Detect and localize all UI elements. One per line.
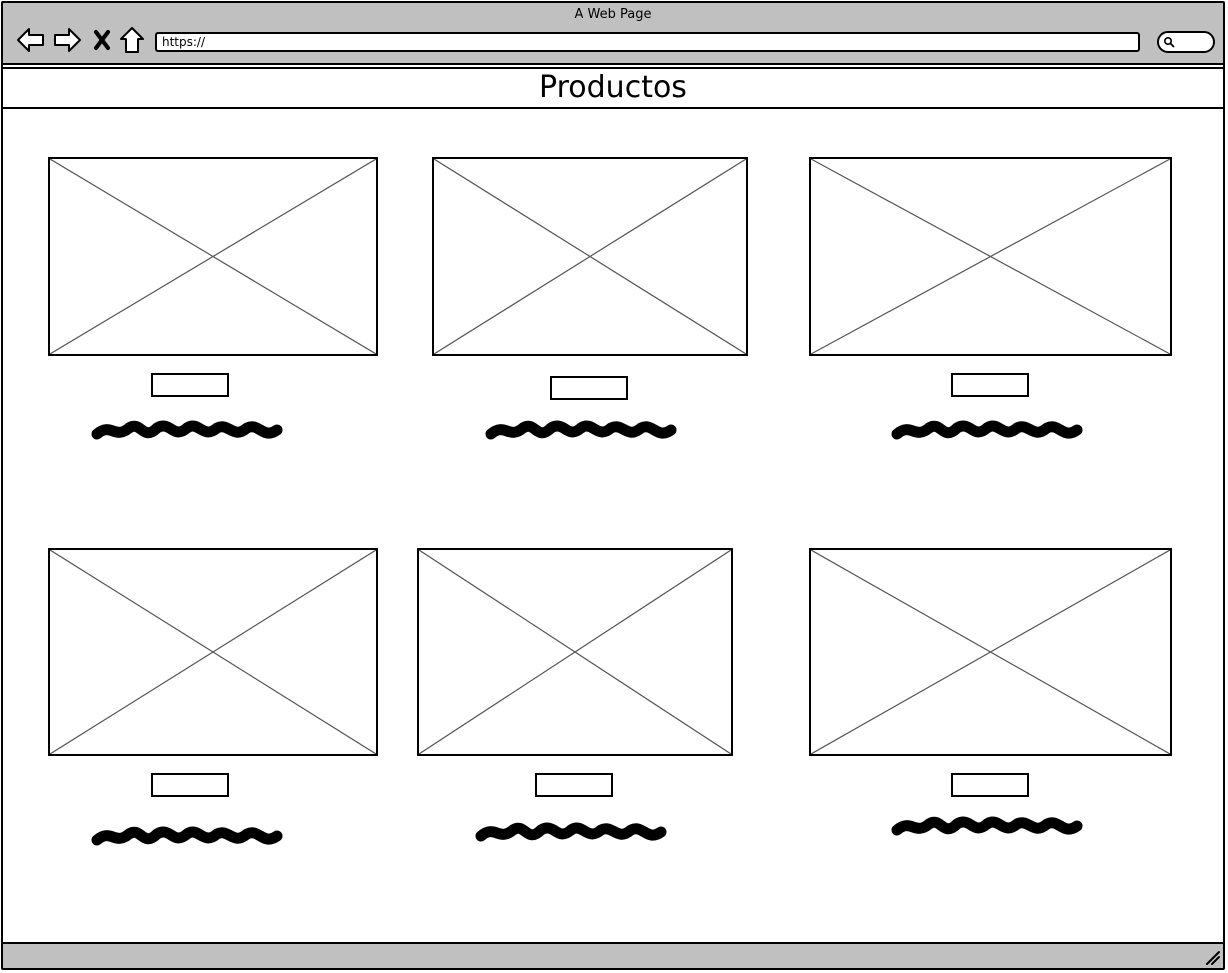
scribbled-text: [891, 420, 1083, 440]
magnifier-icon: [1163, 36, 1175, 48]
resize-grip-icon[interactable]: [1203, 948, 1221, 966]
scribbled-text: [91, 420, 283, 440]
product-button[interactable]: [951, 373, 1029, 397]
product-button[interactable]: [151, 773, 229, 797]
x-icon[interactable]: [87, 25, 117, 55]
back-arrow-icon[interactable]: [16, 25, 46, 55]
scribbled-text: [91, 826, 283, 846]
product-image-placeholder: [417, 548, 733, 756]
product-button[interactable]: [151, 373, 229, 397]
product-image-placeholder: [432, 157, 748, 356]
product-image-placeholder: [809, 548, 1172, 756]
title-bar: A Web Page https://: [3, 3, 1223, 65]
scribbled-text: [475, 822, 667, 842]
forward-arrow-icon[interactable]: [52, 25, 82, 55]
product-image-placeholder: [48, 548, 378, 756]
address-bar[interactable]: https://: [155, 32, 1140, 52]
product-image-placeholder: [48, 157, 378, 356]
page-title: Productos: [539, 70, 687, 105]
page-header: Productos: [3, 67, 1223, 109]
product-image-placeholder: [809, 157, 1172, 356]
product-button[interactable]: [535, 773, 613, 797]
product-button[interactable]: [951, 773, 1029, 797]
product-button[interactable]: [550, 376, 628, 400]
window-title: A Web Page: [574, 7, 652, 22]
status-bar: [3, 942, 1223, 968]
search-box[interactable]: [1157, 31, 1215, 53]
home-icon[interactable]: [117, 25, 147, 55]
scribbled-text: [891, 816, 1083, 836]
scribbled-text: [485, 420, 677, 440]
